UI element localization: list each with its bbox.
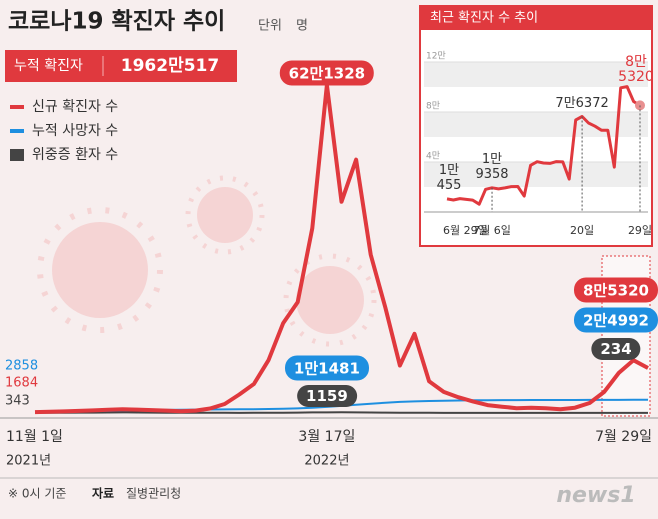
legend-swatch xyxy=(10,149,24,161)
series-line xyxy=(446,85,641,206)
value-label: 1만 9358 xyxy=(475,151,509,182)
legend-label: 위중증 환자 수 xyxy=(32,147,118,163)
unit: 명 xyxy=(296,19,308,34)
source-label: 자료 xyxy=(92,486,114,501)
x-tick-label: 7월 6일 xyxy=(473,223,511,237)
y-tick-label: 12만 xyxy=(426,51,446,62)
inset-header xyxy=(420,6,652,30)
grid-band xyxy=(424,162,648,187)
x-tick-label: 29일 xyxy=(628,223,652,237)
value-label: 1만 455 xyxy=(436,162,462,193)
value-label: 8만5320 xyxy=(574,277,658,303)
value-label: 1만1481 xyxy=(284,355,369,381)
legend-label: 신규 확진자 수 xyxy=(32,99,118,115)
value-label: 8만 5320 xyxy=(618,54,654,86)
logo: news1 xyxy=(556,483,635,508)
cumulative-box xyxy=(5,50,237,82)
value-label: 234 xyxy=(591,338,641,360)
x-tick-label: 11월 1일 xyxy=(6,429,63,445)
cumulative-value: 1962만517 xyxy=(121,56,219,76)
y-tick-label: 8만 xyxy=(426,101,440,112)
title: 코로나19 확진자 추이 xyxy=(8,9,225,35)
x-tick-label: 7월 29일 xyxy=(595,429,652,445)
footnote: ※ 0시 기준 xyxy=(8,487,66,501)
value-label: 1159 xyxy=(297,385,357,407)
series-line xyxy=(34,83,649,415)
value-label: 7만6372 xyxy=(555,95,609,111)
value-label: 62만1328 xyxy=(279,60,375,86)
x-tick-label: 3월 17일 xyxy=(298,429,355,445)
series-line xyxy=(35,411,648,414)
legend-label: 누적 사망자 수 xyxy=(32,123,118,139)
source: 질병관리청 xyxy=(126,487,181,501)
grid-band xyxy=(424,112,648,137)
x-tick-label: 6월 29일 xyxy=(443,223,488,237)
value-label: 2만4992 xyxy=(574,307,658,333)
unit-label: 단위 xyxy=(258,19,282,34)
cumulative-label: 누적 확진자 xyxy=(14,58,83,74)
x-tick-label: 20일 xyxy=(570,223,594,237)
legend-swatch xyxy=(10,105,24,109)
grid-band xyxy=(424,62,648,87)
year-label: 2021년 xyxy=(6,454,51,469)
value-label: 1684 xyxy=(5,376,38,391)
legend-swatch xyxy=(10,129,24,133)
value-label: 343 xyxy=(5,394,30,409)
inset-title: 최근 확진자 수 추이 xyxy=(430,11,538,26)
year-label: 2022년 xyxy=(304,454,349,469)
y-tick-label: 4만 xyxy=(426,151,440,162)
value-label: 2858 xyxy=(5,359,38,374)
virus-illustration xyxy=(37,175,377,347)
